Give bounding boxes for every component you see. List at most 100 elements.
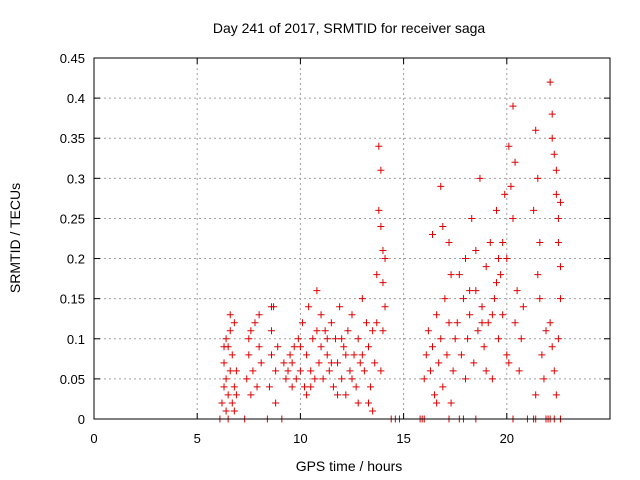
- data-point: [428, 343, 436, 351]
- data-point: [455, 271, 463, 279]
- data-point: [546, 78, 554, 86]
- data-point: [327, 359, 335, 367]
- data-point: [303, 391, 311, 399]
- x-tick-label: 15: [396, 431, 410, 446]
- data-point: [466, 311, 474, 319]
- data-point: [290, 343, 298, 351]
- data-point: [288, 359, 296, 367]
- data-point: [247, 391, 255, 399]
- data-point: [488, 311, 496, 319]
- data-point: [428, 230, 436, 238]
- data-point: [344, 327, 352, 335]
- data-point: [298, 319, 306, 327]
- x-tick-label: 5: [194, 431, 201, 446]
- data-point: [253, 383, 261, 391]
- data-point: [431, 391, 439, 399]
- data-point: [373, 319, 381, 327]
- data-point: [464, 335, 472, 343]
- data-point: [381, 255, 389, 263]
- data-point: [511, 158, 519, 166]
- y-tick-label: 0: [78, 412, 85, 427]
- data-point: [375, 142, 383, 150]
- data-point: [220, 343, 228, 351]
- y-tick-label: 0.4: [67, 91, 85, 106]
- data-point: [222, 407, 230, 415]
- data-point: [307, 383, 315, 391]
- data-point: [379, 247, 387, 255]
- data-point: [532, 391, 540, 399]
- data-point: [255, 343, 263, 351]
- data-point: [511, 319, 519, 327]
- data-point: [377, 166, 385, 174]
- data-point: [350, 351, 358, 359]
- data-point: [243, 375, 251, 383]
- data-point: [548, 343, 556, 351]
- data-point: [420, 375, 428, 383]
- data-point: [354, 335, 362, 343]
- data-point: [517, 335, 525, 343]
- data-point: [499, 311, 507, 319]
- y-tick-label: 0.45: [60, 51, 85, 66]
- data-point: [447, 271, 455, 279]
- data-point: [472, 287, 480, 295]
- data-point: [268, 351, 276, 359]
- data-point: [552, 391, 560, 399]
- data-point: [536, 295, 544, 303]
- data-point: [272, 367, 280, 375]
- data-point: [482, 263, 490, 271]
- data-point: [369, 327, 377, 335]
- data-point: [532, 126, 540, 134]
- data-point: [552, 166, 560, 174]
- data-point: [327, 319, 335, 327]
- data-point: [556, 295, 564, 303]
- data-point: [488, 375, 496, 383]
- data-point: [546, 319, 554, 327]
- data-point: [268, 327, 276, 335]
- data-point: [443, 351, 451, 359]
- data-point: [222, 375, 230, 383]
- data-point: [447, 399, 455, 407]
- data-point: [548, 110, 556, 118]
- data-point: [505, 142, 513, 150]
- grid: [94, 58, 610, 419]
- data-point: [495, 255, 503, 263]
- data-point: [338, 375, 346, 383]
- data-point: [462, 255, 470, 263]
- data-point: [224, 391, 232, 399]
- data-point: [232, 391, 240, 399]
- data-point: [554, 214, 562, 222]
- y-tick-label: 0.25: [60, 211, 85, 226]
- y-tick-label: 0.2: [67, 252, 85, 267]
- data-point: [342, 351, 350, 359]
- data-point: [534, 174, 542, 182]
- data-point: [472, 247, 480, 255]
- data-point: [352, 383, 360, 391]
- data-point: [505, 359, 513, 367]
- data-point: [230, 319, 238, 327]
- data-point: [303, 351, 311, 359]
- x-tick-labels: 0 5 10 15 20: [90, 431, 514, 446]
- data-point: [377, 367, 385, 375]
- data-point: [534, 271, 542, 279]
- data-point: [552, 190, 560, 198]
- data-point: [230, 383, 238, 391]
- plot-frame: [93, 57, 611, 420]
- data-point: [323, 335, 331, 343]
- data-point: [482, 367, 490, 375]
- data-point: [305, 303, 313, 311]
- data-point: [519, 303, 527, 311]
- data-point: [280, 359, 288, 367]
- data-point: [356, 359, 364, 367]
- data-point: [268, 303, 276, 311]
- data-point: [439, 383, 447, 391]
- data-point: [294, 335, 302, 343]
- data-point: [230, 407, 238, 415]
- data-point: [490, 295, 498, 303]
- data-point: [292, 375, 300, 383]
- x-axis-title: GPS time / hours: [296, 458, 403, 474]
- data-point: [218, 399, 226, 407]
- data-point: [272, 399, 280, 407]
- data-point: [354, 399, 362, 407]
- data-point: [265, 383, 273, 391]
